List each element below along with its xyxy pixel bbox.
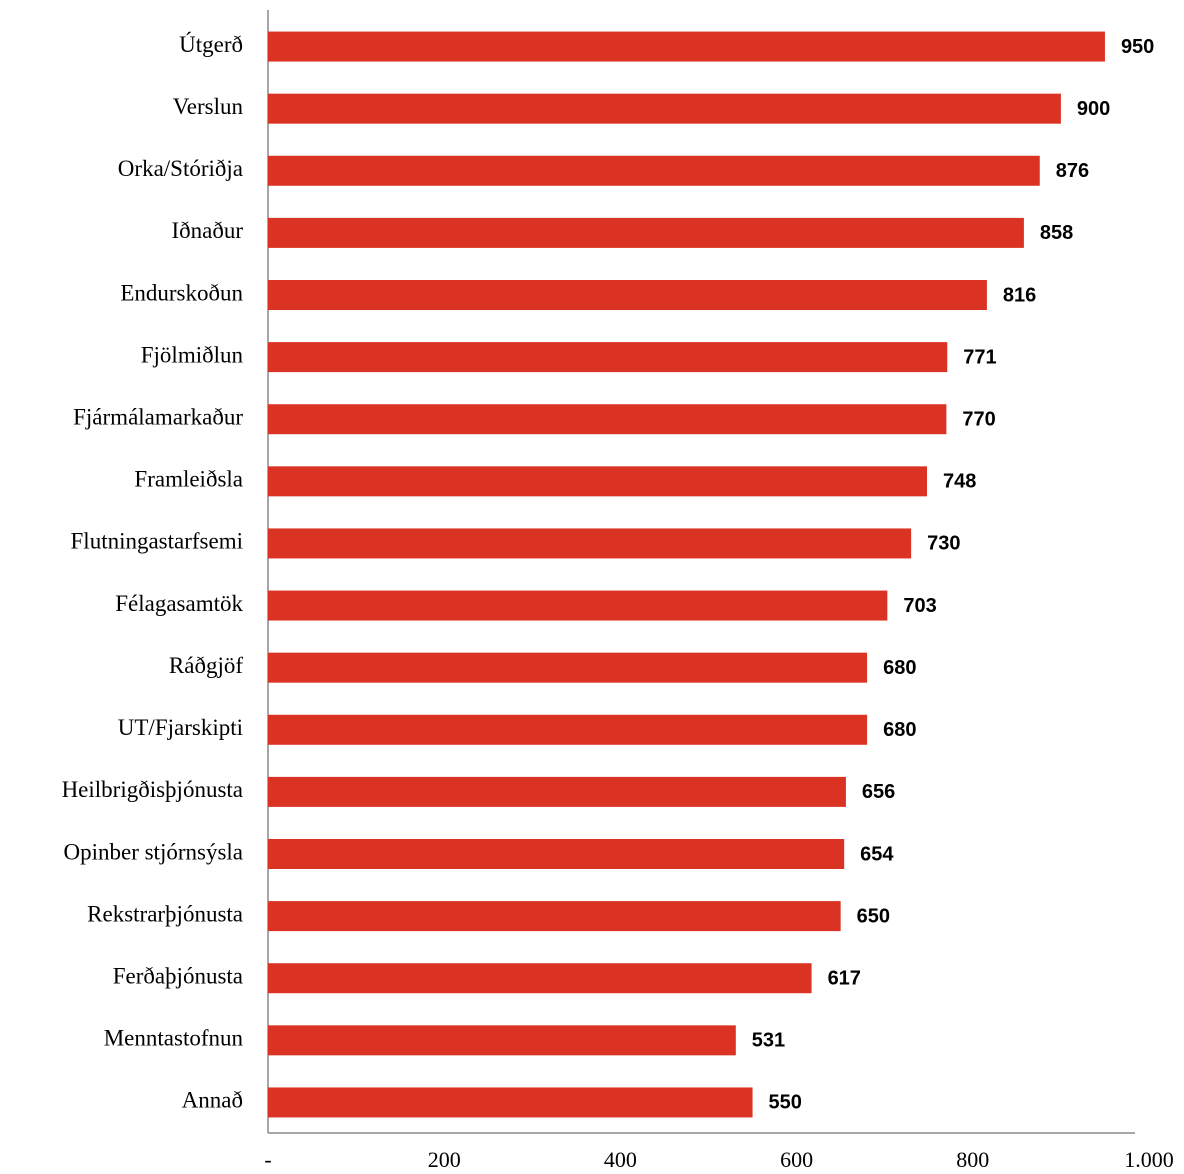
value-label: 650 — [857, 905, 890, 927]
value-label: 703 — [903, 595, 936, 617]
y-tick-label: Heilbrigðisþjónusta — [62, 777, 243, 802]
x-tick-label: 400 — [604, 1147, 637, 1172]
y-tick-label: Menntastofnun — [104, 1026, 244, 1051]
bar — [268, 404, 947, 435]
bar — [268, 280, 987, 310]
bar — [268, 1087, 753, 1118]
value-label: 770 — [962, 409, 995, 431]
value-label: 950 — [1121, 36, 1154, 58]
y-tick-label: Framleiðsla — [134, 467, 243, 492]
value-label: 816 — [1003, 284, 1036, 306]
bar — [268, 528, 912, 559]
x-tick-label: - — [264, 1147, 271, 1172]
value-label: 730 — [927, 533, 960, 555]
bar — [268, 1025, 736, 1056]
value-label: 617 — [828, 968, 861, 990]
y-tick-label: Opinber stjórnsýsla — [63, 839, 243, 864]
y-tick-label: Útgerð — [179, 31, 243, 57]
y-tick-label: Iðnaður — [171, 218, 243, 243]
bar — [268, 342, 948, 373]
bar — [268, 901, 841, 932]
bar — [268, 839, 845, 869]
y-tick-label: Orka/Stóriðja — [118, 156, 243, 181]
value-label: 531 — [752, 1030, 785, 1052]
value-label: 771 — [963, 346, 996, 368]
y-tick-label: Verslun — [173, 94, 244, 119]
y-tick-label: Ferðaþjónusta — [113, 964, 243, 989]
y-tick-label: Fjölmiðlun — [141, 342, 244, 367]
value-label: 550 — [769, 1092, 802, 1114]
value-label: 656 — [862, 781, 895, 803]
bar — [268, 963, 812, 994]
value-label: 900 — [1077, 98, 1110, 120]
bar — [268, 155, 1040, 186]
bar — [268, 652, 868, 683]
value-label: 680 — [883, 719, 916, 741]
bar — [268, 31, 1105, 62]
y-tick-label: Endurskoðun — [120, 280, 243, 305]
bar — [268, 93, 1061, 124]
y-tick-label: Rekstrarþjónusta — [87, 901, 243, 926]
y-tick-label: UT/Fjarskipti — [118, 715, 243, 740]
x-tick-label: 600 — [780, 1147, 813, 1172]
value-label: 876 — [1056, 160, 1089, 182]
y-tick-label: Félagasamtök — [115, 591, 243, 616]
y-tick-label: Flutningastarfsemi — [71, 529, 243, 554]
value-label: 654 — [860, 843, 894, 865]
value-label: 858 — [1040, 222, 1073, 244]
bar — [268, 714, 868, 745]
bar — [268, 217, 1024, 248]
y-tick-label: Annað — [182, 1088, 243, 1113]
value-label: 748 — [943, 471, 976, 493]
bar — [268, 466, 927, 497]
x-tick-label: 1.000 — [1124, 1147, 1174, 1172]
bar — [268, 590, 888, 621]
value-label: 680 — [883, 657, 916, 679]
y-tick-label: Fjármálamarkaður — [73, 405, 243, 430]
y-tick-label: Ráðgjöf — [169, 653, 243, 678]
x-tick-label: 200 — [428, 1147, 461, 1172]
x-tick-label: 800 — [956, 1147, 989, 1172]
bar — [268, 776, 846, 807]
